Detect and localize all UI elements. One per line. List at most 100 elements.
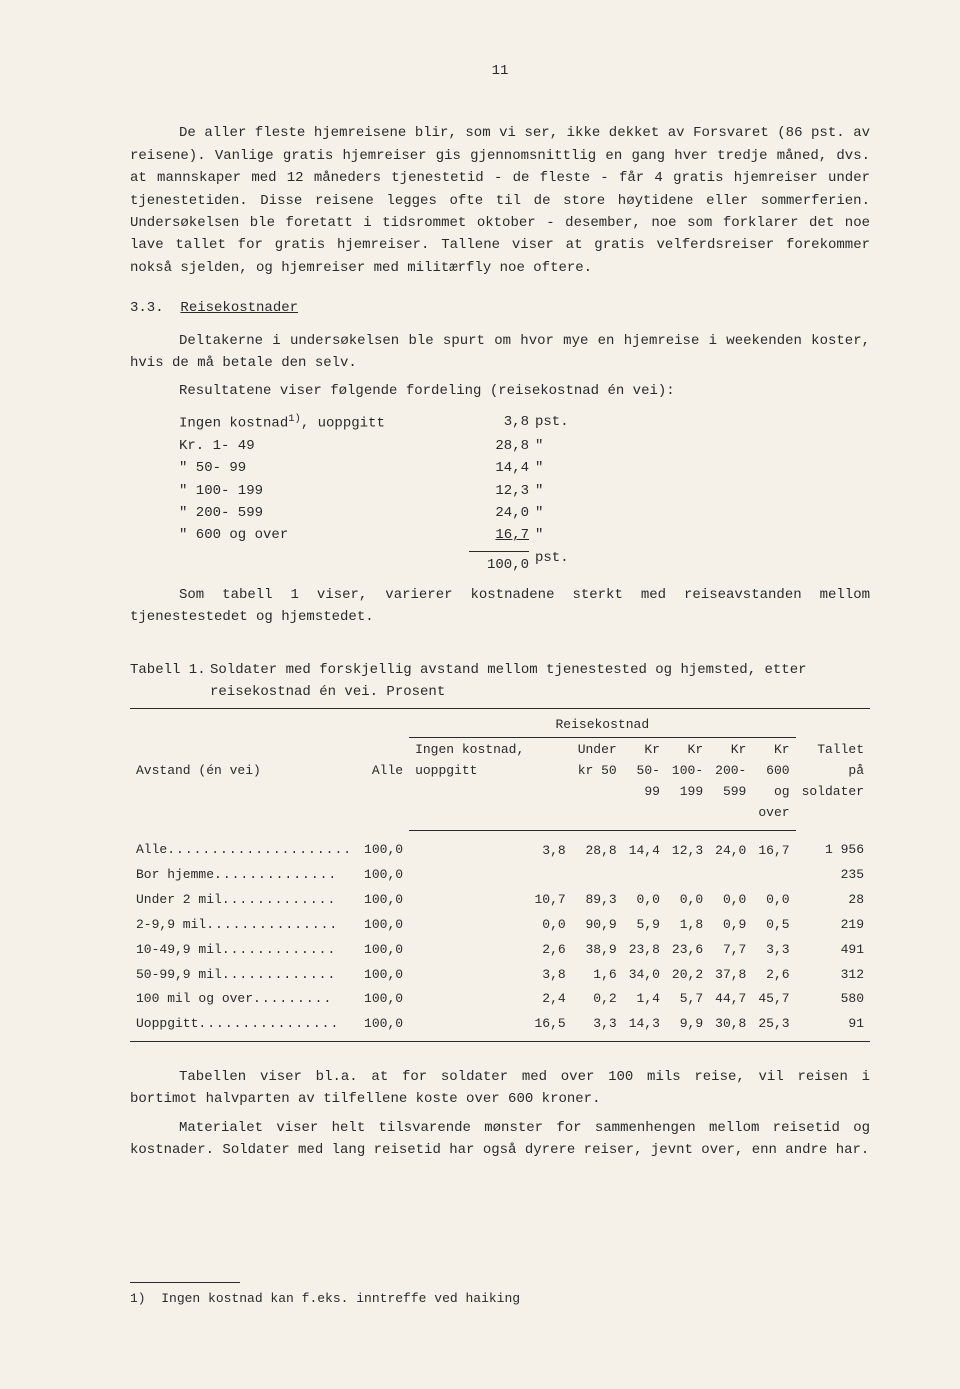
cell: 12,3 <box>666 830 709 863</box>
col-header: Ingen kostnad, uoppgitt <box>409 738 572 830</box>
row-label: Alle..................... <box>130 830 358 863</box>
cell-count: 580 <box>796 987 870 1012</box>
cost-value: 16,7 <box>469 524 529 546</box>
section-heading: 3.3. Reisekostnader <box>130 297 870 319</box>
cell: 0,0 <box>409 913 572 938</box>
cell-alle: 100,0 <box>358 913 409 938</box>
row-label: 100 mil og over......... <box>130 987 358 1012</box>
cell-alle: 100,0 <box>358 987 409 1012</box>
cell: 1,4 <box>623 987 666 1012</box>
table-row: Uoppgitt................100,016,53,314,3… <box>130 1012 870 1041</box>
cell-count: 491 <box>796 938 870 963</box>
cell: 44,7 <box>709 987 752 1012</box>
cell: 0,0 <box>623 888 666 913</box>
paragraph-2: Deltakerne i undersøkelsen ble spurt om … <box>130 330 870 375</box>
cell: 90,9 <box>572 913 623 938</box>
cell: 7,7 <box>709 938 752 963</box>
row-label: Under 2 mil............. <box>130 888 358 913</box>
cell: 16,7 <box>752 830 795 863</box>
cell-count: 235 <box>796 863 870 888</box>
cell: 30,8 <box>709 1012 752 1041</box>
cost-distribution-list: Ingen kostnad1), uoppgitt 3,8 pst. Kr. 1… <box>179 411 870 576</box>
cost-label: " 600 og over <box>179 524 469 546</box>
cell: 0,0 <box>752 888 795 913</box>
cell: 5,7 <box>666 987 709 1012</box>
cost-value: 12,3 <box>469 480 529 502</box>
col-header-count: Tallet på soldater <box>796 708 870 830</box>
section-number: 3.3. <box>130 300 164 316</box>
row-label: 50-99,9 mil............. <box>130 963 358 988</box>
cell: 2,6 <box>409 938 572 963</box>
cost-row: Kr. 1- 49 28,8 " <box>179 435 870 457</box>
cell: 20,2 <box>666 963 709 988</box>
col-header: Kr 100-199 <box>666 738 709 830</box>
cell: 0,5 <box>752 913 795 938</box>
col-header: Kr 50-99 <box>623 738 666 830</box>
cell <box>572 863 623 888</box>
cell: 10,7 <box>409 888 572 913</box>
cost-row: Ingen kostnad1), uoppgitt 3,8 pst. <box>179 411 870 435</box>
cost-unit: " <box>529 524 569 546</box>
col-header-alle: Alle <box>358 708 409 830</box>
cost-row: " 200- 599 24,0 " <box>179 502 870 524</box>
cost-total-value: 100,0 <box>469 551 529 576</box>
col-header: Kr 600 og over <box>752 738 795 830</box>
cell: 3,3 <box>572 1012 623 1041</box>
cell: 5,9 <box>623 913 666 938</box>
cost-unit: " <box>529 457 569 479</box>
table-row: 10-49,9 mil.............100,02,638,923,8… <box>130 938 870 963</box>
cell-alle: 100,0 <box>358 938 409 963</box>
cell: 28,8 <box>572 830 623 863</box>
cell: 45,7 <box>752 987 795 1012</box>
cell: 0,0 <box>709 888 752 913</box>
table-caption-label: Tabell 1. <box>130 659 210 704</box>
data-table: Avstand (én vei) Alle Reisekostnad Talle… <box>130 708 870 1042</box>
cost-label: Kr. 1- 49 <box>179 435 469 457</box>
cell: 14,3 <box>623 1012 666 1041</box>
row-label: Uoppgitt................ <box>130 1012 358 1041</box>
cell: 37,8 <box>709 963 752 988</box>
paragraph-6: Materialet viser helt tilsvarende mønste… <box>130 1117 870 1162</box>
cell: 1,6 <box>572 963 623 988</box>
section-title: Reisekostnader <box>180 300 298 316</box>
cell-alle: 100,0 <box>358 963 409 988</box>
cell-count: 1 956 <box>796 830 870 863</box>
footnote: 1) Ingen kostnad kan f.eks. inntreffe ve… <box>130 1289 870 1310</box>
footnote-text: Ingen kostnad kan f.eks. inntreffe ved h… <box>161 1291 520 1306</box>
col-header-group: Reisekostnad <box>409 708 796 738</box>
footnote-separator <box>130 1282 240 1283</box>
cell: 0,0 <box>666 888 709 913</box>
cost-unit: " <box>529 502 569 524</box>
cell-alle: 100,0 <box>358 830 409 863</box>
cost-label: " 100- 199 <box>179 480 469 502</box>
cell: 38,9 <box>572 938 623 963</box>
cost-label: " 200- 599 <box>179 502 469 524</box>
cost-value: 24,0 <box>469 502 529 524</box>
table-row: Under 2 mil.............100,010,789,30,0… <box>130 888 870 913</box>
cell: 89,3 <box>572 888 623 913</box>
table-row: Bor hjemme..............100,0235 <box>130 863 870 888</box>
col-header: Kr 200-599 <box>709 738 752 830</box>
paragraph-3: Resultatene viser følgende fordeling (re… <box>130 380 870 402</box>
cost-value: 28,8 <box>469 435 529 457</box>
paragraph-4: Som tabell 1 viser, varierer kostnadene … <box>130 584 870 629</box>
cell: 3,8 <box>409 830 572 863</box>
cost-unit: pst. <box>529 411 569 435</box>
cell-count: 28 <box>796 888 870 913</box>
cell <box>666 863 709 888</box>
cell: 0,9 <box>709 913 752 938</box>
cell: 3,3 <box>752 938 795 963</box>
cell-count: 219 <box>796 913 870 938</box>
row-label: Bor hjemme.............. <box>130 863 358 888</box>
cell-alle: 100,0 <box>358 1012 409 1041</box>
cost-value: 14,4 <box>469 457 529 479</box>
paragraph-1: De aller fleste hjemreisene blir, som vi… <box>130 122 870 279</box>
cell-alle: 100,0 <box>358 888 409 913</box>
cell-count: 312 <box>796 963 870 988</box>
table-caption: Tabell 1. Soldater med forskjellig avsta… <box>130 659 870 704</box>
cost-row: " 600 og over 16,7 " <box>179 524 870 546</box>
row-label: 10-49,9 mil............. <box>130 938 358 963</box>
cell <box>623 863 666 888</box>
cell: 2,6 <box>752 963 795 988</box>
cell: 3,8 <box>409 963 572 988</box>
